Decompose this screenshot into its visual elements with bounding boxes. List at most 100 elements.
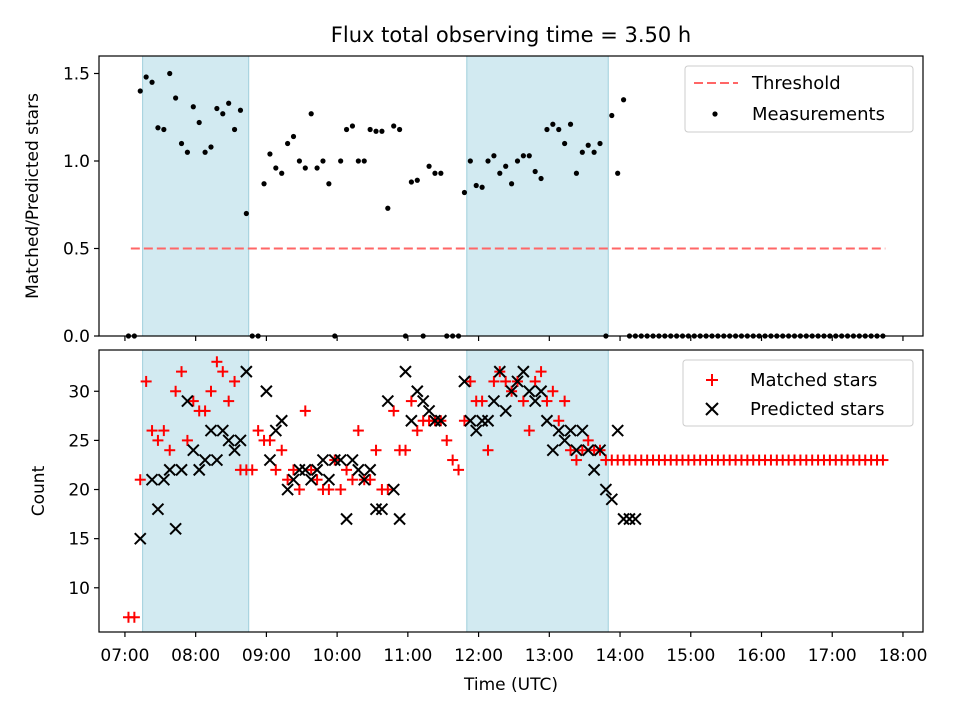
top-y-tick-label: 0.0 xyxy=(63,327,90,347)
predicted-star-point xyxy=(629,512,642,526)
x-tick-label: 15:00 xyxy=(666,646,715,666)
predicted-star-point xyxy=(576,424,589,437)
measurement-point xyxy=(597,140,603,147)
matched-star-point xyxy=(293,484,305,496)
predicted-star-point xyxy=(534,385,548,398)
matched-star-point xyxy=(264,434,276,446)
predicted-star-point xyxy=(369,502,383,516)
predicted-star-point xyxy=(593,444,607,457)
predicted-star-point xyxy=(487,394,501,408)
predicted-star-point xyxy=(316,453,330,467)
matched-star-point xyxy=(158,425,170,437)
matched-star-point xyxy=(447,454,459,466)
measurement-point xyxy=(467,158,473,164)
predicted-star-point xyxy=(175,463,188,477)
predicted-star-point xyxy=(216,424,229,437)
matched-star-point xyxy=(517,395,529,407)
matched-star-point xyxy=(411,425,423,437)
predicted-star-point xyxy=(493,365,507,378)
measurement-point xyxy=(343,126,350,133)
x-tick-label: 13:00 xyxy=(525,646,574,666)
predicted-star-point xyxy=(470,424,483,437)
top-shade-0 xyxy=(142,55,250,337)
matched-star-point xyxy=(529,375,541,387)
predicted-star-point xyxy=(411,385,424,398)
matched-star-point xyxy=(134,474,146,486)
measurement-point xyxy=(609,112,615,119)
predicted-star-point xyxy=(416,394,430,408)
matched-star-point xyxy=(187,395,199,407)
matched-star-point xyxy=(346,474,358,486)
bottom-shade-0 xyxy=(142,349,250,633)
predicted-star-point xyxy=(475,414,489,427)
predicted-star-point xyxy=(511,375,524,388)
measurement-point xyxy=(591,149,597,155)
matched-star-point xyxy=(464,375,476,387)
measurement-point xyxy=(567,121,574,127)
measurement-point xyxy=(491,153,497,159)
bottom-shade-layer xyxy=(142,349,609,633)
x-tick-label: 09:00 xyxy=(242,646,291,666)
predicted-star-point xyxy=(198,453,212,467)
measurement-point xyxy=(485,158,491,164)
matched-star-point xyxy=(559,395,571,407)
measurement-point xyxy=(320,158,326,164)
top-legend: Threshold Measurements xyxy=(684,65,914,133)
matched-star-point xyxy=(500,375,512,387)
measurement-point xyxy=(414,177,420,183)
bottom-y-tick-label: 30 xyxy=(68,382,90,402)
predicted-star-point xyxy=(134,532,147,545)
matched-star-point xyxy=(140,375,152,387)
measurement-point xyxy=(149,79,155,85)
matched-star-point xyxy=(458,415,470,427)
measurement-point xyxy=(178,140,185,147)
predicted-star-point xyxy=(564,424,577,437)
predicted-star-point xyxy=(163,463,176,477)
x-tick-label: 12:00 xyxy=(454,646,503,666)
top-shade-layer xyxy=(142,55,609,337)
predicted-star-point xyxy=(263,453,277,467)
measurement-point xyxy=(314,165,320,171)
predicted-star-point xyxy=(617,512,630,526)
matched-star-point xyxy=(523,425,535,437)
measurement-point xyxy=(544,126,550,133)
matched-star-point xyxy=(270,464,282,476)
measurement-point xyxy=(473,182,479,189)
measurement-point xyxy=(550,121,556,127)
measurement-point xyxy=(361,158,367,164)
measurement-point xyxy=(296,158,303,164)
predicted-star-point xyxy=(387,483,400,496)
bottom-plot-frame xyxy=(98,349,924,633)
measurement-point xyxy=(184,149,191,155)
matched-star-point xyxy=(181,434,193,446)
predicted-star-point xyxy=(260,385,273,398)
matched-star-point xyxy=(128,611,140,623)
measurement-point xyxy=(367,126,373,133)
measurement-point xyxy=(579,149,585,155)
x-tick-label: 10:00 xyxy=(313,646,362,666)
predicted-star-point xyxy=(187,444,200,457)
predicted-star-point xyxy=(304,473,318,486)
top-y-tick-label: 0.5 xyxy=(63,240,90,260)
measurement-point xyxy=(173,95,179,101)
predicted-star-point xyxy=(481,414,495,427)
bottom-legend: Matched stars Predicted stars xyxy=(682,359,914,427)
measurement-point xyxy=(290,133,297,140)
measurement-point xyxy=(556,126,562,133)
matched-star-point xyxy=(223,395,235,407)
predicted-star-point xyxy=(328,453,341,467)
measurement-point xyxy=(202,149,208,155)
legend-predicted-label: Predicted stars xyxy=(750,399,884,420)
bottom-x-ticks: 07:00 08:00 09:00 10:00 11:00 12:00 13:00 14:00… xyxy=(100,632,927,666)
measurement-point xyxy=(538,175,544,182)
measurement-point xyxy=(143,74,149,80)
matched-star-point xyxy=(453,464,465,476)
bottom-y-tick-label: 20 xyxy=(68,481,90,501)
x-tick-label: 07:00 xyxy=(100,646,149,666)
bottom-y-axis-label: Count xyxy=(29,465,49,516)
matched-star-point xyxy=(576,444,588,456)
predicted-star-point xyxy=(281,483,294,496)
chart-title: Flux total observing time = 3.50 h xyxy=(331,23,691,47)
bottom-y-tick-label: 15 xyxy=(68,530,90,550)
bottom-predicted-layer xyxy=(134,365,642,545)
